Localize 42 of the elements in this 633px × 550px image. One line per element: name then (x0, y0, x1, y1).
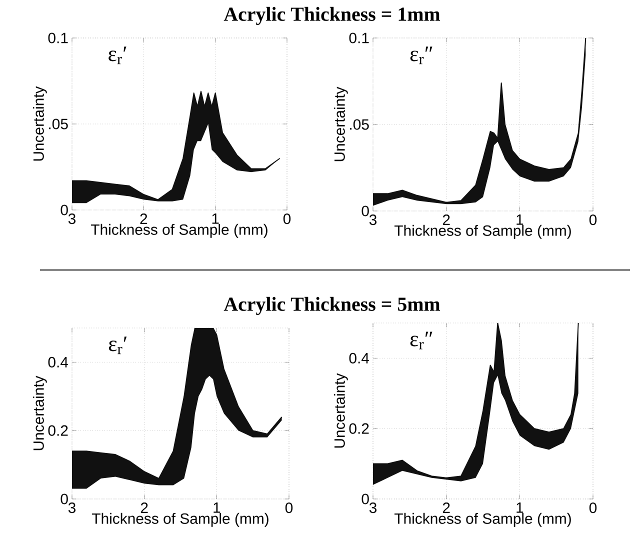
y-axis-title: Uncertainty (334, 86, 348, 162)
y-tick-label: 0 (60, 204, 68, 216)
y-tick-label: 0.1 (349, 32, 369, 44)
y-tick-label: 0.2 (48, 425, 68, 436)
x-tick-label: 2 (442, 502, 450, 513)
x-tick-label: 1 (214, 502, 220, 513)
annotation: ε$_{r}$′ (108, 46, 126, 64)
y-tick-label: 0.1 (48, 32, 68, 44)
x-axis-title: Thickness of Sample (mm) (92, 512, 268, 527)
y-tick-label: 0 (362, 494, 369, 504)
text: Acrylic Thickness = 5mm (224, 296, 440, 316)
x-tick-label: 3 (369, 502, 377, 514)
y-tick-label: 0.2 (349, 423, 369, 434)
text: Acrylic Thickness = 1mm (224, 6, 440, 26)
y-tick-label: .05 (49, 118, 68, 130)
y-axis-title: Uncertainty (32, 86, 47, 161)
x-tick-label: 1 (516, 214, 524, 225)
x-tick-label: 3 (68, 214, 76, 224)
annotation: ε$_{r}$″ (410, 46, 432, 64)
x-tick-label: 1 (516, 502, 524, 513)
y-tick-label: 0 (362, 206, 369, 216)
y-tick-label: 0 (60, 494, 68, 504)
annotation: ε$_{r}$′ (108, 336, 127, 354)
x-tick-label: 0 (283, 214, 291, 224)
x-tick-label: 3 (369, 214, 377, 226)
x-tick-label: 0 (285, 502, 293, 514)
y-axis-title: Uncertainty (334, 373, 348, 448)
x-axis-title: Thickness of Sample (mm) (394, 224, 571, 239)
y-tick-label: 0.4 (48, 356, 68, 368)
x-axis-title: Thickness of Sample (mm) (394, 512, 571, 527)
y-tick-label: .05 (350, 119, 369, 130)
x-tick-label: 0 (589, 214, 597, 226)
y-tick-label: 0.4 (349, 352, 370, 364)
y-axis-title: Uncertainty (32, 376, 47, 450)
x-tick-label: 2 (442, 214, 450, 225)
x-axis-title: Thickness of Sample (mm) (90, 224, 268, 238)
x-tick-label: 0 (589, 502, 597, 514)
x-tick-label: 2 (140, 502, 148, 513)
x-tick-label: 3 (68, 502, 76, 514)
x-tick-label: 1 (212, 214, 219, 224)
x-tick-label: 2 (140, 214, 148, 224)
annotation: ε$_{r}$″ (410, 332, 432, 350)
